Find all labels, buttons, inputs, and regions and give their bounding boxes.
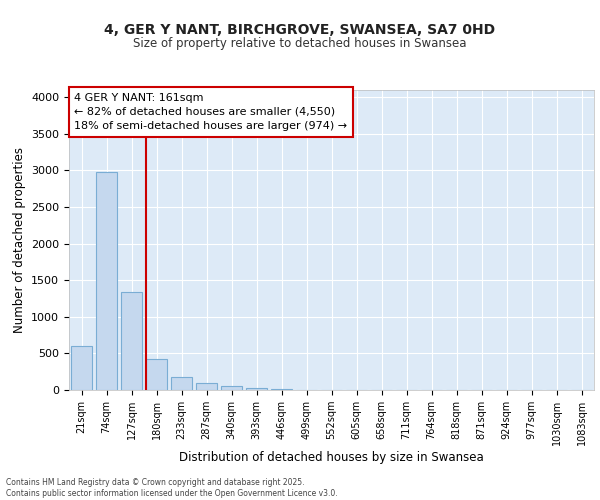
Text: 4, GER Y NANT, BIRCHGROVE, SWANSEA, SA7 0HD: 4, GER Y NANT, BIRCHGROVE, SWANSEA, SA7 … — [104, 22, 496, 36]
Bar — [96, 172, 117, 390]
Bar — [146, 360, 167, 390]
Bar — [171, 377, 192, 390]
Bar — [246, 388, 267, 390]
Text: Contains HM Land Registry data © Crown copyright and database right 2025.
Contai: Contains HM Land Registry data © Crown c… — [6, 478, 338, 498]
Bar — [121, 292, 142, 390]
Text: Size of property relative to detached houses in Swansea: Size of property relative to detached ho… — [133, 38, 467, 51]
Bar — [196, 384, 217, 390]
Text: 4 GER Y NANT: 161sqm
← 82% of detached houses are smaller (4,550)
18% of semi-de: 4 GER Y NANT: 161sqm ← 82% of detached h… — [74, 93, 347, 131]
Y-axis label: Number of detached properties: Number of detached properties — [13, 147, 26, 333]
Bar — [221, 386, 242, 390]
X-axis label: Distribution of detached houses by size in Swansea: Distribution of detached houses by size … — [179, 450, 484, 464]
Bar — [71, 346, 92, 390]
